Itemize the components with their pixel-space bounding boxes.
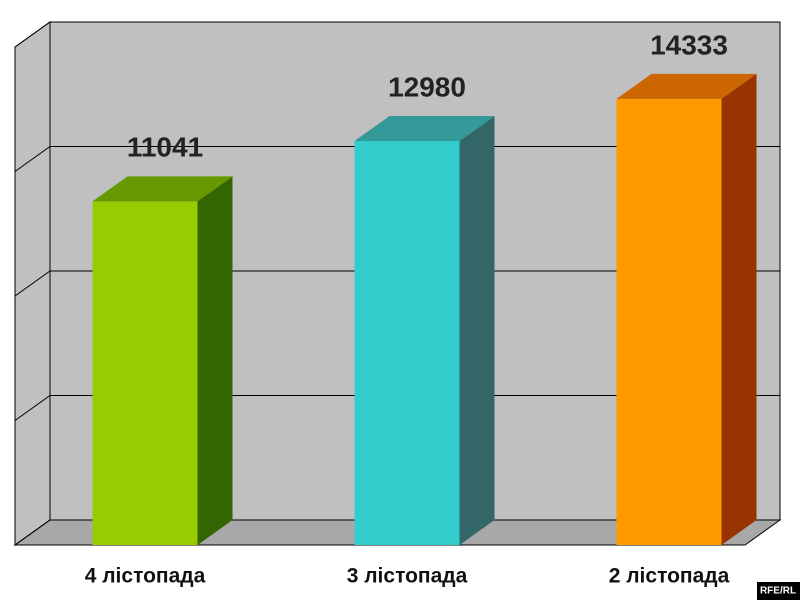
source-badge xyxy=(757,582,800,600)
bar xyxy=(92,176,233,545)
bar-side xyxy=(721,73,757,545)
grid-line xyxy=(14,270,780,297)
bar-side xyxy=(197,176,233,545)
x-tick-label: 3 лістопада xyxy=(347,565,468,588)
bar-top xyxy=(354,115,495,141)
x-tick-label: 2 лістопада xyxy=(609,565,730,588)
bar xyxy=(354,115,495,545)
grid xyxy=(14,21,780,546)
source: RFE/RL xyxy=(760,586,796,597)
bar-front xyxy=(92,201,198,545)
bar xyxy=(616,73,757,545)
grid-line xyxy=(14,395,780,421)
grid-line xyxy=(14,146,780,172)
bar-front xyxy=(616,98,722,545)
value-label: 14333 xyxy=(650,29,728,60)
value-label: 11041 xyxy=(127,132,203,163)
value-label: 12980 xyxy=(388,71,466,102)
bar-top xyxy=(92,176,233,202)
grid-line xyxy=(14,519,780,546)
bar-side xyxy=(459,115,495,545)
x-tick-label: 4 лістопада xyxy=(85,565,206,588)
bars: 11041 4 лістопада 12980 3 лістопада 14333 2 л… xyxy=(85,29,757,588)
grid-line xyxy=(14,21,780,48)
bar-top xyxy=(616,73,757,99)
bar-front xyxy=(354,140,460,545)
